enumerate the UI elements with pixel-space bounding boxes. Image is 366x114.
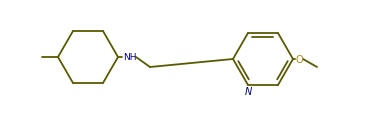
Text: O: O <box>296 54 304 64</box>
Text: N: N <box>244 86 251 96</box>
Text: NH: NH <box>123 52 137 61</box>
